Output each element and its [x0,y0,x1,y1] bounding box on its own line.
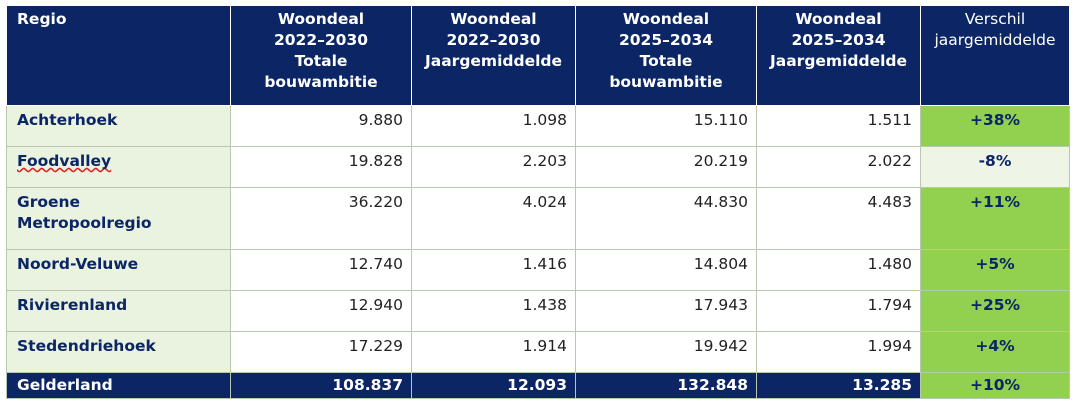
header-col3-line: Woondeal [622,10,710,28]
region-cell: Noord-Veluwe [6,249,231,291]
header-col2-line: Jaargemiddelde [424,52,563,70]
region-name-line: Metropoolregio [17,214,152,232]
region-name: Achterhoek [17,111,118,129]
value-cell: 9.880 [230,105,412,147]
header-regio: Regio [6,5,231,106]
region-name-line: Groene [17,193,81,211]
value-cell: 1.098 [411,105,576,147]
header-col4-line: 2025–2034 [791,31,886,49]
value-cell: 2.203 [411,146,576,188]
value-cell: 1.438 [411,290,576,332]
region-name: Stedendriehoek [17,337,156,355]
region-name: Rivierenland [17,296,128,314]
header-col2-line: Woondeal [450,10,537,28]
header-col2-line: 2022–2030 [446,31,541,49]
header-verschil: Verschil jaargemiddelde [920,5,1070,106]
total-difference-cell: +10% [920,372,1070,399]
difference-cell: +11% [920,187,1070,250]
difference-cell: -8% [920,146,1070,188]
region-cell: Groene Metropoolregio [6,187,231,250]
total-value-cell: 13.285 [756,372,921,399]
value-cell: 1.511 [756,105,921,147]
header-col3-line: Totale [639,52,693,70]
table-row: Stedendriehoek 17.229 1.914 19.942 1.994… [6,331,1070,373]
value-cell: 4.024 [411,187,576,250]
value-cell: 17.943 [575,290,757,332]
region-cell: Foodvalley [6,146,231,188]
total-value-cell: 108.837 [230,372,412,399]
region-cell: Stedendriehoek [6,331,231,373]
total-region-cell: Gelderland [6,372,231,399]
total-row: Gelderland 108.837 12.093 132.848 13.285… [6,372,1070,399]
difference-cell: +4% [920,331,1070,373]
value-cell: 1.994 [756,331,921,373]
housing-ambition-table: Regio Woondeal 2022–2030 Totale bouwambi… [6,5,1070,399]
header-row: Regio Woondeal 2022–2030 Totale bouwambi… [6,5,1070,106]
value-cell: 14.804 [575,249,757,291]
value-cell: 19.828 [230,146,412,188]
header-col1-line: Woondeal [277,10,365,28]
header-col3-line: 2025–2034 [618,31,714,49]
header-col2: Woondeal 2022–2030 Jaargemiddelde [411,5,576,106]
header-verschil-line: jaargemiddelde [934,31,1056,49]
difference-cell: +5% [920,249,1070,291]
value-cell: 1.480 [756,249,921,291]
table-row: Foodvalley 19.828 2.203 20.219 2.022 -8% [6,146,1070,188]
region-name: Noord-Veluwe [17,255,139,273]
value-cell: 20.219 [575,146,757,188]
table-row: Noord-Veluwe 12.740 1.416 14.804 1.480 +… [6,249,1070,291]
header-verschil-line: Verschil [964,10,1026,28]
header-col1: Woondeal 2022–2030 Totale bouwambitie [230,5,412,106]
region-name: Foodvalley [17,152,112,170]
header-col1-line: 2022–2030 [273,31,369,49]
header-col3-line: bouwambitie [609,73,723,91]
region-cell: Achterhoek [6,105,231,147]
table-row: Achterhoek 9.880 1.098 15.110 1.511 +38% [6,105,1070,147]
header-col4-line: Jaargemiddelde [769,52,908,70]
value-cell: 15.110 [575,105,757,147]
value-cell: 1.416 [411,249,576,291]
table-row: Rivierenland 12.940 1.438 17.943 1.794 +… [6,290,1070,332]
header-col1-line: bouwambitie [264,73,378,91]
total-value-cell: 12.093 [411,372,576,399]
difference-cell: +38% [920,105,1070,147]
header-col1-line: Totale [294,52,348,70]
table-row: Groene Metropoolregio 36.220 4.024 44.83… [6,187,1070,250]
value-cell: 1.794 [756,290,921,332]
value-cell: 19.942 [575,331,757,373]
total-value-cell: 132.848 [575,372,757,399]
header-col3: Woondeal 2025–2034 Totale bouwambitie [575,5,757,106]
value-cell: 44.830 [575,187,757,250]
value-cell: 12.940 [230,290,412,332]
difference-cell: +25% [920,290,1070,332]
value-cell: 2.022 [756,146,921,188]
value-cell: 17.229 [230,331,412,373]
region-cell: Rivierenland [6,290,231,332]
value-cell: 36.220 [230,187,412,250]
header-col4: Woondeal 2025–2034 Jaargemiddelde [756,5,921,106]
value-cell: 1.914 [411,331,576,373]
header-col4-line: Woondeal [795,10,882,28]
value-cell: 12.740 [230,249,412,291]
value-cell: 4.483 [756,187,921,250]
